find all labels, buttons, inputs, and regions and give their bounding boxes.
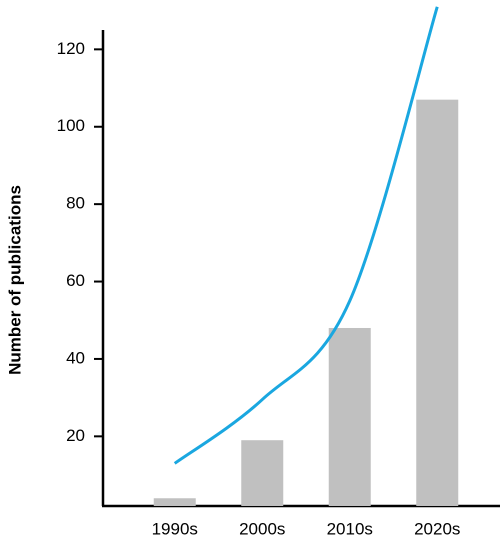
x-tick-label: 2010s: [327, 519, 373, 538]
x-tick-label: 2020s: [414, 519, 460, 538]
bar: [416, 99, 459, 506]
bar: [328, 327, 371, 506]
y-tick-label: 100: [57, 116, 85, 135]
x-tick-label: 1990s: [152, 519, 198, 538]
trend-line: [173, 6, 439, 465]
y-tick-label: 120: [57, 39, 85, 58]
bar: [241, 440, 284, 506]
x-tick-label: 2000s: [239, 519, 285, 538]
bar: [153, 498, 196, 506]
y-tick-label: 40: [66, 348, 85, 367]
y-tick-label: 60: [66, 271, 85, 290]
y-tick-label: 20: [66, 426, 85, 445]
y-axis-label: Number of publications: [5, 185, 24, 375]
y-tick-label: 80: [66, 194, 85, 213]
